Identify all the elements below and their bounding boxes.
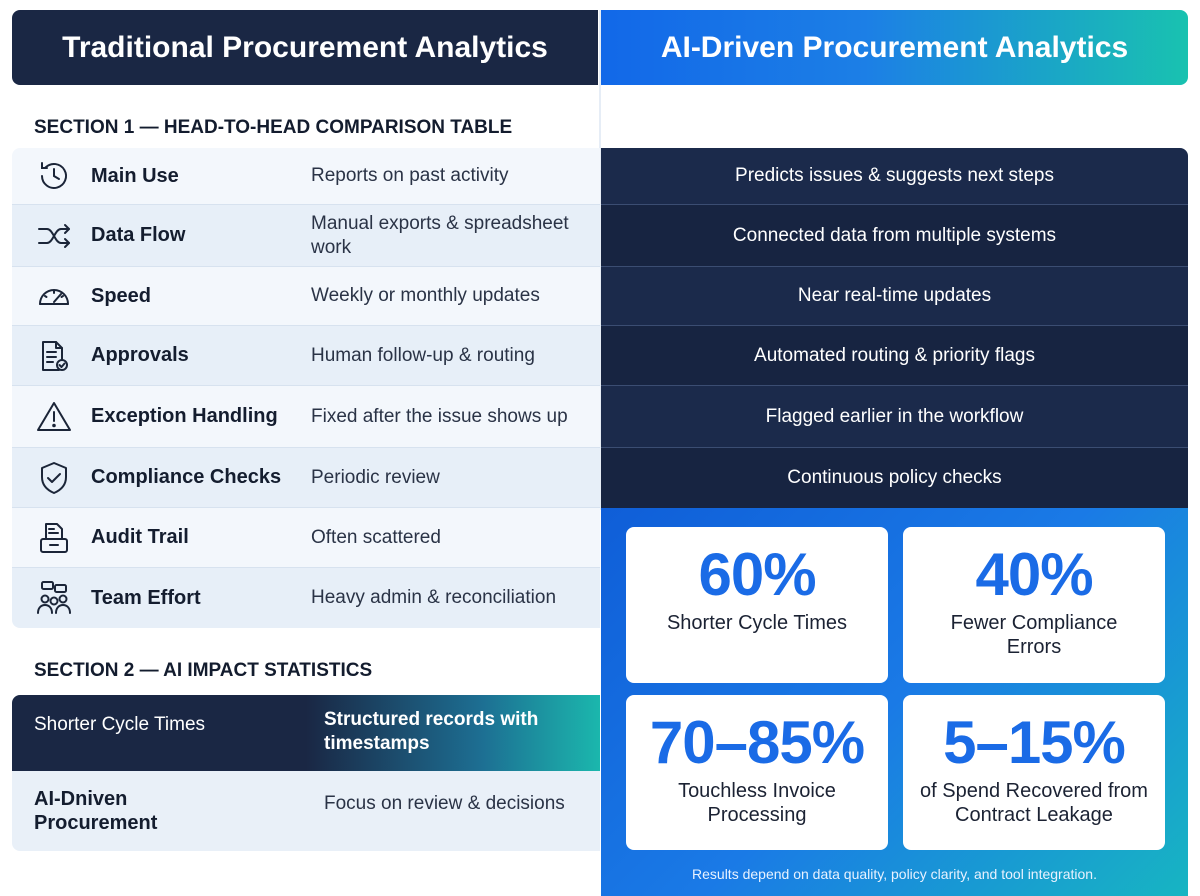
table-row: Exception Handling Fixed after the issue… — [12, 386, 600, 448]
row-label: Data Flow — [91, 224, 186, 246]
stat-value: 60% — [698, 541, 816, 608]
row-label: Speed — [91, 284, 152, 307]
disclaimer-note: Results depend on data quality, policy c… — [692, 866, 1097, 882]
ai-header: AI-Driven Procurement Analytics — [601, 10, 1188, 85]
warning-triangle-icon — [34, 397, 74, 437]
ai-value: Automated routing & priority flags — [754, 344, 1035, 366]
ai-row: Near real-time updates — [601, 267, 1188, 326]
stat-value: 40% — [975, 541, 1093, 608]
section2-top-right: Structured records with timestamps — [324, 709, 539, 754]
table-row: Speed Weekly or monthly updates — [12, 267, 600, 326]
team-chat-icon — [34, 578, 74, 618]
ai-value: Near real-time updates — [797, 285, 992, 306]
ai-value: Continuous policy checks — [787, 467, 1002, 488]
stat-caption: of Spend Recovered from Contract Leakage — [920, 780, 1148, 826]
section2-bottom-right: Focus on review & decisions — [324, 793, 565, 814]
traditional-value: Reports on past activity — [311, 165, 509, 186]
stat-value: 70–85% — [649, 709, 865, 776]
stat-value: 5–15% — [943, 709, 1126, 776]
ai-row: Flagged earlier in the workflow — [601, 386, 1188, 448]
traditional-value: Human follow-up & routing — [311, 344, 535, 366]
stat-card: 5–15% of Spend Recovered from Contract L… — [903, 695, 1165, 850]
traditional-value: Often scattered — [311, 526, 441, 548]
ai-value: Flagged earlier in the workflow — [765, 405, 1024, 427]
stat-card: 60% Shorter Cycle Times — [626, 527, 888, 683]
section2-top-row: Shorter Cycle Times Structured records w… — [12, 695, 600, 771]
traditional-header: Traditional Procurement Analytics — [12, 10, 598, 85]
table-row: Audit Trail Often scattered — [12, 508, 600, 568]
ai-value: Predicts issues & suggests next steps — [735, 165, 1054, 186]
ai-row: Continuous policy checks — [601, 448, 1188, 508]
ai-table: Predicts issues & suggests next steps Co… — [601, 148, 1188, 508]
stat-caption: Fewer Compliance Errors — [950, 612, 1118, 658]
ai-row: Automated routing & priority flags — [601, 326, 1188, 386]
ai-header-title: AI-Driven Procurement Analytics — [660, 30, 1129, 64]
shield-check-icon — [34, 458, 74, 498]
table-row: Data Flow Manual exports & spreadsheet w… — [12, 205, 600, 267]
ai-row: Connected data from multiple systems — [601, 205, 1188, 267]
column-divider — [599, 10, 601, 510]
table-row: Approvals Human follow-up & routing — [12, 326, 600, 386]
row-label: Main Use — [91, 164, 179, 187]
section2-title: SECTION 2 — AI IMPACT STATISTICS — [34, 660, 373, 681]
stat-card: 70–85% Touchless Invoice Processing — [626, 695, 888, 850]
section2-top-left: Shorter Cycle Times — [34, 714, 206, 735]
ai-row: Predicts issues & suggests next steps — [601, 148, 1188, 205]
section2-bottom-left: AI-Dniven Procurement — [34, 788, 158, 834]
traditional-value: Manual exports & spreadsheet work — [311, 212, 569, 258]
stat-caption: Shorter Cycle Times — [666, 612, 848, 634]
traditional-value: Heavy admin & reconciliation — [311, 587, 557, 608]
traditional-value: Periodic review — [311, 466, 440, 488]
stat-caption: Touchless Invoice Processing — [678, 780, 836, 826]
row-label: Compliance Checks — [91, 466, 282, 488]
ai-value: Connected data from multiple systems — [732, 224, 1057, 246]
section1-title: SECTION 1 — HEAD-TO-HEAD COMPARISON TABL… — [34, 117, 513, 138]
archive-file-icon — [34, 518, 74, 558]
traditional-header-title: Traditional Procurement Analytics — [62, 30, 548, 64]
document-check-icon — [34, 336, 74, 376]
traditional-value: Weekly or monthly updates — [311, 285, 540, 306]
row-label: Exception Handling — [91, 405, 278, 427]
row-label: Audit Trail — [91, 526, 189, 548]
traditional-value: Fixed after the issue shows up — [311, 405, 568, 427]
clock-history-icon — [34, 156, 74, 196]
ai-impact-stats-panel: 60% Shorter Cycle Times 40% Fewer Compli… — [601, 508, 1188, 896]
speedometer-icon — [34, 276, 74, 316]
table-row: Compliance Checks Periodic review — [12, 448, 600, 508]
table-row: Main Use Reports on past activity — [12, 148, 600, 205]
traditional-table: Main Use Reports on past activity Data F… — [12, 148, 600, 628]
row-label: Approvals — [91, 344, 189, 366]
stat-card: 40% Fewer Compliance Errors — [903, 527, 1165, 683]
row-label: Team Effort — [91, 586, 201, 609]
shuffle-arrows-icon — [34, 216, 74, 256]
table-row: Team Effort Heavy admin & reconciliation — [12, 568, 600, 628]
section2-bottom-row: AI-Dniven Procurement Focus on review & … — [12, 771, 600, 851]
